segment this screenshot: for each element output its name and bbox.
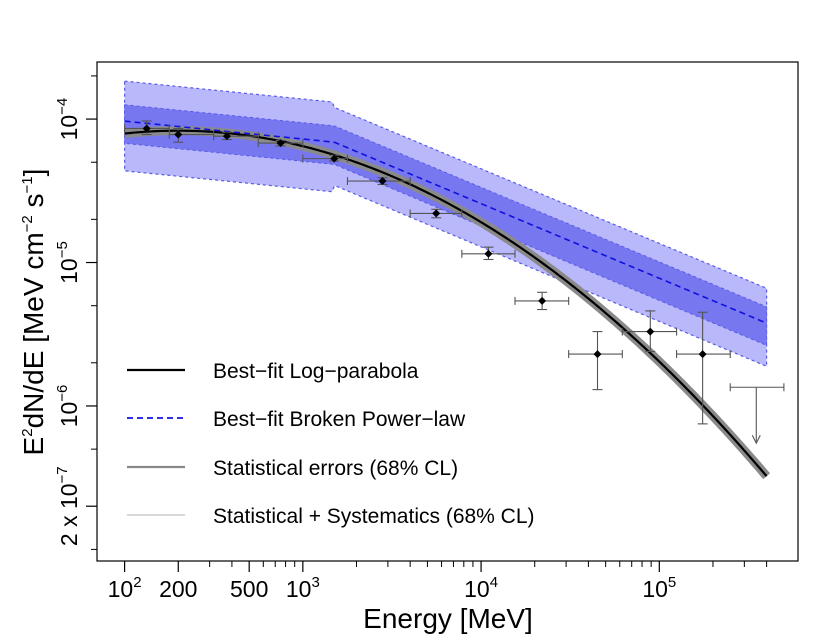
- legend-label-statistical: Statistical errors (68% CL): [213, 457, 458, 480]
- legend-label-logparabola: Best−fit Log−parabola: [213, 360, 419, 383]
- data-point: [432, 209, 441, 218]
- logparabola-line: [124, 129, 768, 477]
- y-axis: 10−4 10−5 10−6 2 x 10−7: [54, 75, 97, 550]
- x-tick-label: 103: [286, 574, 320, 602]
- data-point: [378, 177, 387, 186]
- data-point: [276, 139, 285, 148]
- y-tick-label: 2 x 10−7: [54, 466, 82, 546]
- plot-frame: [96, 61, 799, 562]
- model-curves: [124, 120, 771, 480]
- data-point: [330, 154, 339, 163]
- data-point: [538, 296, 547, 305]
- y-axis-title: E2dN/dE [MeV cm−2 s−1]: [18, 169, 49, 456]
- x-tick-label: 200: [159, 576, 197, 602]
- x-tick-label: 500: [230, 576, 268, 602]
- data-point: [593, 350, 602, 359]
- uncertainty-bands: [124, 80, 768, 368]
- x-tick-label: 102: [108, 574, 142, 602]
- x-tick-label: 105: [642, 574, 676, 602]
- legend-label-broken-powerlaw: Best−fit Broken Power−law: [213, 408, 466, 431]
- legend-label-systematics: Statistical + Systematics (68% CL): [213, 505, 535, 528]
- data-point: [222, 132, 231, 141]
- y-tick-label: 10−6: [54, 385, 82, 428]
- x-tick-label: 104: [464, 574, 498, 602]
- data-point: [174, 130, 183, 139]
- y-tick-label: 10−4: [54, 98, 82, 141]
- data-point: [646, 327, 655, 336]
- data-point: [698, 350, 707, 359]
- data-points: [124, 120, 785, 445]
- data-point: [484, 249, 493, 258]
- x-axis: 102 200 500 103 104 105: [108, 561, 768, 602]
- legend: Best−fit Log−parabola Best−fit Broken Po…: [127, 360, 535, 528]
- broken-powerlaw-line: [124, 120, 767, 324]
- upper-limit-arrow: [751, 434, 761, 445]
- y-tick-label: 10−5: [54, 241, 82, 284]
- data-point: [142, 124, 151, 133]
- x-axis-title: Energy [MeV]: [363, 603, 533, 634]
